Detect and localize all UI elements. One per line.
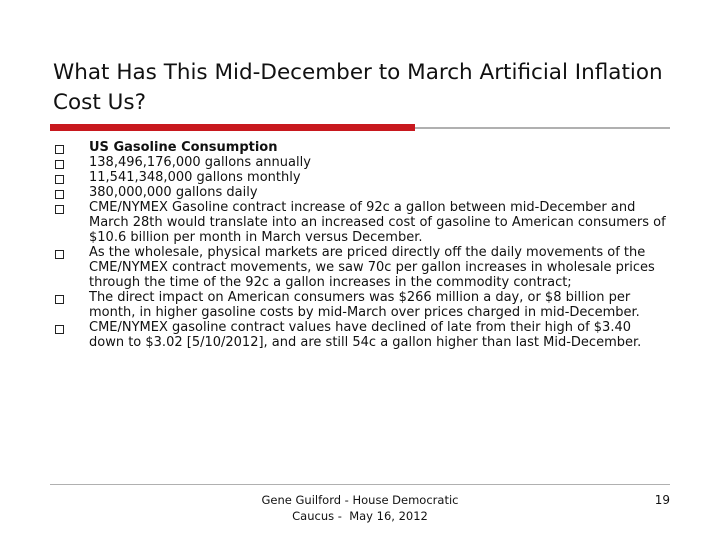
bullet-item: CME/NYMEX Gasoline contract increase of … bbox=[55, 200, 670, 245]
square-bullet-icon bbox=[55, 160, 64, 169]
footer-line-1: Gene Guilford - House Democratic bbox=[261, 493, 459, 507]
bullet-list: US Gasoline Consumption 138,496,176,000 … bbox=[55, 140, 670, 350]
square-bullet-icon bbox=[55, 175, 64, 184]
footer-line-2: Caucus - May 16, 2012 bbox=[292, 509, 428, 523]
bullet-text: The direct impact on American consumers … bbox=[89, 290, 640, 320]
bullet-text: As the wholesale, physical markets are p… bbox=[89, 245, 655, 290]
bullet-item: 380,000,000 gallons daily bbox=[55, 185, 670, 200]
bullet-item: 11,541,348,000 gallons monthly bbox=[55, 170, 670, 185]
bullet-item: The direct impact on American consumers … bbox=[55, 290, 670, 320]
footer-rule bbox=[50, 484, 670, 485]
title-rule-red bbox=[50, 124, 415, 131]
square-bullet-icon bbox=[55, 250, 64, 259]
square-bullet-icon bbox=[55, 325, 64, 334]
square-bullet-icon bbox=[55, 145, 64, 154]
page-number: 19 bbox=[654, 493, 670, 507]
bullet-item: As the wholesale, physical markets are p… bbox=[55, 245, 670, 290]
footer: Gene Guilford - House Democratic Caucus … bbox=[240, 492, 480, 524]
bullet-item: US Gasoline Consumption bbox=[55, 140, 670, 155]
bullet-text: 138,496,176,000 gallons annually bbox=[89, 155, 311, 170]
bullet-text: 380,000,000 gallons daily bbox=[89, 185, 258, 200]
bullet-text: 11,541,348,000 gallons monthly bbox=[89, 170, 301, 185]
bullet-text: CME/NYMEX gasoline contract values have … bbox=[89, 320, 642, 350]
slide-title: What Has This Mid-December to March Arti… bbox=[53, 60, 663, 115]
bullet-item: 138,496,176,000 gallons annually bbox=[55, 155, 670, 170]
bullet-item: CME/NYMEX gasoline contract values have … bbox=[55, 320, 670, 350]
bullet-text: US Gasoline Consumption bbox=[89, 140, 278, 155]
square-bullet-icon bbox=[55, 190, 64, 199]
square-bullet-icon bbox=[55, 295, 64, 304]
square-bullet-icon bbox=[55, 205, 64, 214]
bullet-text: CME/NYMEX Gasoline contract increase of … bbox=[89, 200, 666, 245]
title-rule-gray bbox=[415, 127, 670, 129]
